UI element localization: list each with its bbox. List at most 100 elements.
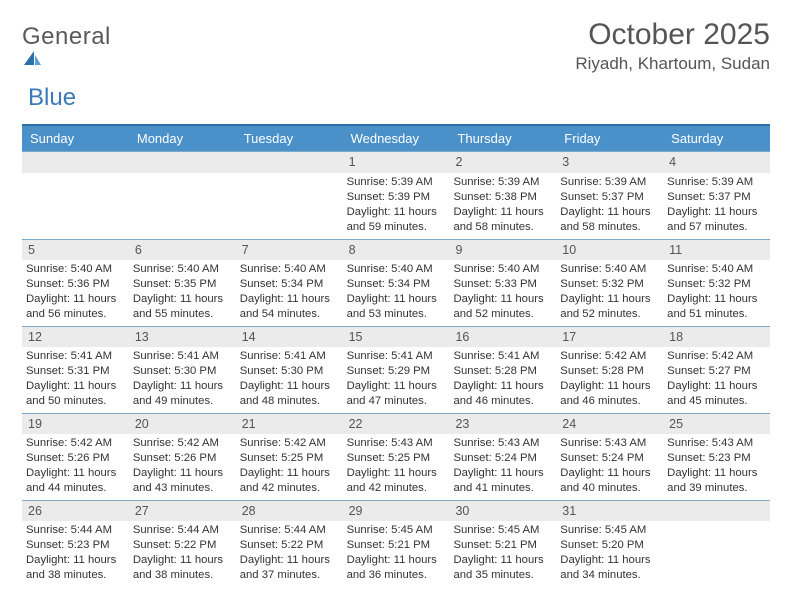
dow-cell: Thursday — [449, 126, 556, 151]
sunrise-text: Sunrise: 5:44 AM — [133, 523, 232, 538]
daylight-text: Daylight: 11 hours and 36 minutes. — [347, 553, 446, 583]
sunrise-text: Sunrise: 5:43 AM — [347, 436, 446, 451]
day-cell: 5Sunrise: 5:40 AMSunset: 5:36 PMDaylight… — [22, 240, 129, 326]
daylight-text: Daylight: 11 hours and 41 minutes. — [453, 466, 552, 496]
week-row: 1Sunrise: 5:39 AMSunset: 5:39 PMDaylight… — [22, 151, 770, 238]
day-number: 2 — [449, 152, 556, 173]
day-body: Sunrise: 5:44 AMSunset: 5:22 PMDaylight:… — [236, 523, 343, 587]
daylight-text: Daylight: 11 hours and 34 minutes. — [560, 553, 659, 583]
day-number: 19 — [22, 414, 129, 435]
day-cell: 29Sunrise: 5:45 AMSunset: 5:21 PMDayligh… — [343, 501, 450, 587]
sunrise-text: Sunrise: 5:45 AM — [453, 523, 552, 538]
day-number: 10 — [556, 240, 663, 261]
daylight-text: Daylight: 11 hours and 35 minutes. — [453, 553, 552, 583]
day-body: Sunrise: 5:41 AMSunset: 5:31 PMDaylight:… — [22, 349, 129, 413]
sunrise-text: Sunrise: 5:45 AM — [560, 523, 659, 538]
sunset-text: Sunset: 5:32 PM — [667, 277, 766, 292]
day-cell — [663, 501, 770, 587]
sunset-text: Sunset: 5:24 PM — [453, 451, 552, 466]
daylight-text: Daylight: 11 hours and 58 minutes. — [453, 205, 552, 235]
logo: General Blue — [22, 24, 111, 110]
day-number — [236, 152, 343, 173]
sunset-text: Sunset: 5:30 PM — [240, 364, 339, 379]
sunrise-text: Sunrise: 5:45 AM — [347, 523, 446, 538]
day-body: Sunrise: 5:45 AMSunset: 5:21 PMDaylight:… — [449, 523, 556, 587]
logo-general: General — [22, 23, 111, 50]
dow-cell: Monday — [129, 126, 236, 151]
day-body: Sunrise: 5:43 AMSunset: 5:25 PMDaylight:… — [343, 436, 450, 500]
day-cell: 1Sunrise: 5:39 AMSunset: 5:39 PMDaylight… — [343, 152, 450, 238]
sunset-text: Sunset: 5:25 PM — [347, 451, 446, 466]
sunrise-text: Sunrise: 5:40 AM — [453, 262, 552, 277]
day-body: Sunrise: 5:42 AMSunset: 5:27 PMDaylight:… — [663, 349, 770, 413]
day-body: Sunrise: 5:43 AMSunset: 5:24 PMDaylight:… — [556, 436, 663, 500]
day-body: Sunrise: 5:40 AMSunset: 5:33 PMDaylight:… — [449, 262, 556, 326]
sunset-text: Sunset: 5:25 PM — [240, 451, 339, 466]
sunset-text: Sunset: 5:33 PM — [453, 277, 552, 292]
sunset-text: Sunset: 5:24 PM — [560, 451, 659, 466]
week-row: 19Sunrise: 5:42 AMSunset: 5:26 PMDayligh… — [22, 413, 770, 500]
sunrise-text: Sunrise: 5:39 AM — [453, 175, 552, 190]
title-block: October 2025 Riyadh, Khartoum, Sudan — [575, 18, 770, 74]
day-number: 29 — [343, 501, 450, 522]
location: Riyadh, Khartoum, Sudan — [575, 54, 770, 74]
sunrise-text: Sunrise: 5:43 AM — [560, 436, 659, 451]
sunrise-text: Sunrise: 5:40 AM — [240, 262, 339, 277]
sunset-text: Sunset: 5:37 PM — [667, 190, 766, 205]
daylight-text: Daylight: 11 hours and 44 minutes. — [26, 466, 125, 496]
day-number: 9 — [449, 240, 556, 261]
header: General Blue October 2025 Riyadh, Kharto… — [22, 18, 770, 110]
daylight-text: Daylight: 11 hours and 47 minutes. — [347, 379, 446, 409]
day-body: Sunrise: 5:44 AMSunset: 5:23 PMDaylight:… — [22, 523, 129, 587]
daylight-text: Daylight: 11 hours and 45 minutes. — [667, 379, 766, 409]
daylight-text: Daylight: 11 hours and 57 minutes. — [667, 205, 766, 235]
sunset-text: Sunset: 5:21 PM — [347, 538, 446, 553]
day-body: Sunrise: 5:44 AMSunset: 5:22 PMDaylight:… — [129, 523, 236, 587]
sunset-text: Sunset: 5:28 PM — [453, 364, 552, 379]
sunrise-text: Sunrise: 5:41 AM — [453, 349, 552, 364]
day-number: 8 — [343, 240, 450, 261]
day-cell: 31Sunrise: 5:45 AMSunset: 5:20 PMDayligh… — [556, 501, 663, 587]
week-row: 26Sunrise: 5:44 AMSunset: 5:23 PMDayligh… — [22, 500, 770, 587]
day-cell: 18Sunrise: 5:42 AMSunset: 5:27 PMDayligh… — [663, 327, 770, 413]
sunrise-text: Sunrise: 5:40 AM — [667, 262, 766, 277]
day-number: 12 — [22, 327, 129, 348]
day-cell: 10Sunrise: 5:40 AMSunset: 5:32 PMDayligh… — [556, 240, 663, 326]
week-row: 5Sunrise: 5:40 AMSunset: 5:36 PMDaylight… — [22, 239, 770, 326]
sunset-text: Sunset: 5:27 PM — [667, 364, 766, 379]
day-body: Sunrise: 5:45 AMSunset: 5:20 PMDaylight:… — [556, 523, 663, 587]
day-number: 24 — [556, 414, 663, 435]
day-body: Sunrise: 5:39 AMSunset: 5:39 PMDaylight:… — [343, 175, 450, 239]
dow-cell: Wednesday — [343, 126, 450, 151]
daylight-text: Daylight: 11 hours and 50 minutes. — [26, 379, 125, 409]
day-cell: 11Sunrise: 5:40 AMSunset: 5:32 PMDayligh… — [663, 240, 770, 326]
day-number — [22, 152, 129, 173]
sunrise-text: Sunrise: 5:43 AM — [667, 436, 766, 451]
day-cell: 21Sunrise: 5:42 AMSunset: 5:25 PMDayligh… — [236, 414, 343, 500]
day-number: 22 — [343, 414, 450, 435]
day-cell: 27Sunrise: 5:44 AMSunset: 5:22 PMDayligh… — [129, 501, 236, 587]
sunset-text: Sunset: 5:20 PM — [560, 538, 659, 553]
day-number: 14 — [236, 327, 343, 348]
daylight-text: Daylight: 11 hours and 42 minutes. — [347, 466, 446, 496]
day-cell: 22Sunrise: 5:43 AMSunset: 5:25 PMDayligh… — [343, 414, 450, 500]
sunrise-text: Sunrise: 5:44 AM — [240, 523, 339, 538]
sunrise-text: Sunrise: 5:43 AM — [453, 436, 552, 451]
day-cell: 9Sunrise: 5:40 AMSunset: 5:33 PMDaylight… — [449, 240, 556, 326]
dow-cell: Tuesday — [236, 126, 343, 151]
day-number: 17 — [556, 327, 663, 348]
daylight-text: Daylight: 11 hours and 39 minutes. — [667, 466, 766, 496]
sunrise-text: Sunrise: 5:40 AM — [133, 262, 232, 277]
sunset-text: Sunset: 5:21 PM — [453, 538, 552, 553]
day-body: Sunrise: 5:40 AMSunset: 5:32 PMDaylight:… — [556, 262, 663, 326]
day-body: Sunrise: 5:39 AMSunset: 5:37 PMDaylight:… — [663, 175, 770, 239]
daylight-text: Daylight: 11 hours and 54 minutes. — [240, 292, 339, 322]
day-number — [129, 152, 236, 173]
sunrise-text: Sunrise: 5:40 AM — [26, 262, 125, 277]
sunrise-text: Sunrise: 5:40 AM — [560, 262, 659, 277]
daylight-text: Daylight: 11 hours and 56 minutes. — [26, 292, 125, 322]
day-cell: 15Sunrise: 5:41 AMSunset: 5:29 PMDayligh… — [343, 327, 450, 413]
day-number: 25 — [663, 414, 770, 435]
day-body: Sunrise: 5:40 AMSunset: 5:34 PMDaylight:… — [343, 262, 450, 326]
day-number: 30 — [449, 501, 556, 522]
